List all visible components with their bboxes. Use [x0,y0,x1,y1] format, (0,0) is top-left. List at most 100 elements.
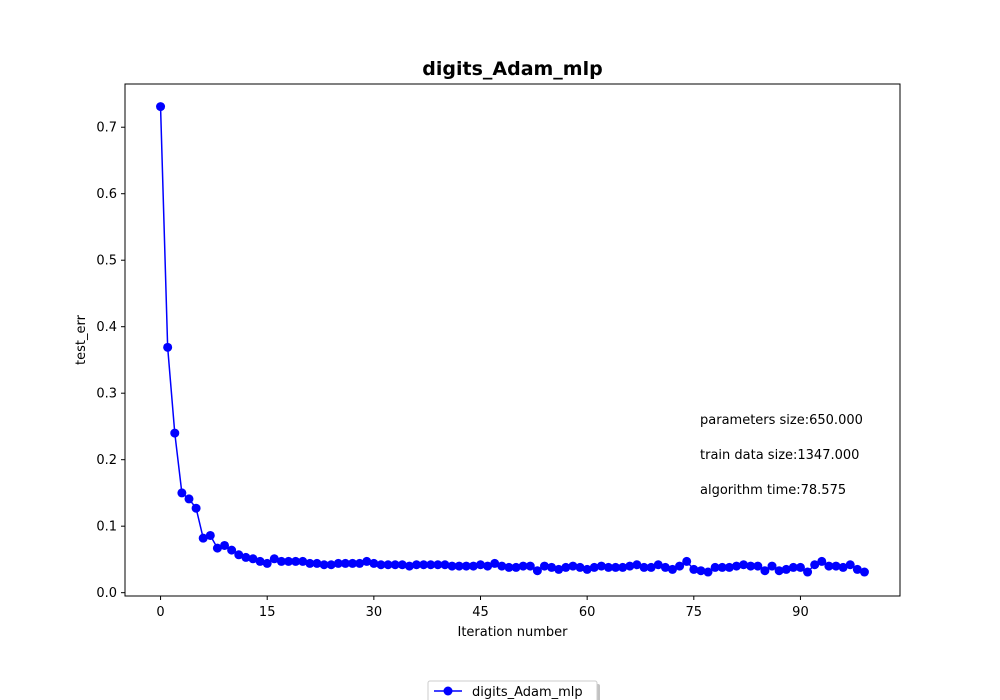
data-point [447,561,457,571]
chart-title: digits_Adam_mlp [422,58,602,80]
data-point [561,562,571,572]
data-point [511,562,521,572]
data-point [852,564,862,574]
x-tick-label: 0 [156,605,164,620]
data-point [191,503,201,513]
x-tick-label: 15 [259,605,276,620]
data-point [589,562,599,572]
data-point [163,342,173,352]
data-point [298,556,308,566]
data-point [312,558,322,568]
data-point [539,561,549,571]
data-point [454,561,464,571]
data-point [319,560,329,570]
legend: digits_Adam_mlp [427,680,600,700]
data-point [667,564,677,574]
data-point [355,558,365,568]
data-point [483,561,493,571]
data-point [603,562,613,572]
data-point [433,560,443,570]
data-point [753,561,763,571]
data-point [575,562,585,572]
data-point [824,561,834,571]
data-point [255,556,265,566]
data-point [845,560,855,570]
data-point [547,562,557,572]
data-point [397,560,407,570]
data-point [646,562,656,572]
data-point [497,561,507,571]
data-point [234,550,244,560]
y-tick-label: 0.4 [96,320,117,335]
data-point [227,545,237,555]
data-point [653,560,663,570]
x-tick-label: 45 [472,605,489,620]
data-point [276,556,286,566]
data-point [760,566,770,576]
data-point [369,558,379,568]
data-point [831,561,841,571]
data-point [788,562,798,572]
annotation-text: train data size:1347.000 [700,448,859,463]
data-point [184,494,194,504]
data-point [817,556,827,566]
data-point [376,560,386,570]
y-tick-label: 0.3 [96,387,117,402]
data-point [333,558,343,568]
data-point [618,562,628,572]
y-tick-label: 0.0 [96,586,117,601]
data-point [554,564,564,574]
data-point [440,560,450,570]
data-point [156,102,166,112]
data-point [220,540,230,550]
y-tick-label: 0.7 [96,121,117,136]
data-point [305,558,315,568]
data-point [639,562,649,572]
data-point [703,567,713,577]
data-point [419,560,429,570]
data-point [490,558,500,568]
data-point [632,560,642,570]
x-tick-label: 75 [686,605,703,620]
data-point [205,530,215,540]
data-point [682,556,692,566]
data-point [582,564,592,574]
data-point [518,561,528,571]
data-point [461,561,471,571]
data-point [767,561,777,571]
data-point [781,564,791,574]
data-point [390,560,400,570]
x-tick-label: 90 [792,605,809,620]
data-point [660,562,670,572]
data-point [596,561,606,571]
data-point [212,543,222,553]
data-point [859,567,869,577]
data-point [170,428,180,438]
data-point [504,562,514,572]
data-point [724,562,734,572]
data-point [611,562,621,572]
data-point [241,552,251,562]
data-point [177,488,187,498]
y-tick-label: 0.6 [96,187,117,202]
data-point [525,561,535,571]
data-point [412,560,422,570]
legend-marker-sample [443,686,453,696]
data-point [340,558,350,568]
legend-entry-label: digits_Adam_mlp [472,685,583,700]
x-tick-label: 30 [366,605,383,620]
data-point [810,560,820,570]
data-point [248,554,258,564]
data-point [532,566,542,576]
data-point [795,562,805,572]
data-point [404,561,414,571]
data-point [710,562,720,572]
data-point [675,561,685,571]
data-point [269,554,279,564]
data-point [326,560,336,570]
y-axis-label: test_err [74,314,89,365]
data-point [746,561,756,571]
plot-area-frame [124,83,901,597]
data-point [198,533,208,543]
